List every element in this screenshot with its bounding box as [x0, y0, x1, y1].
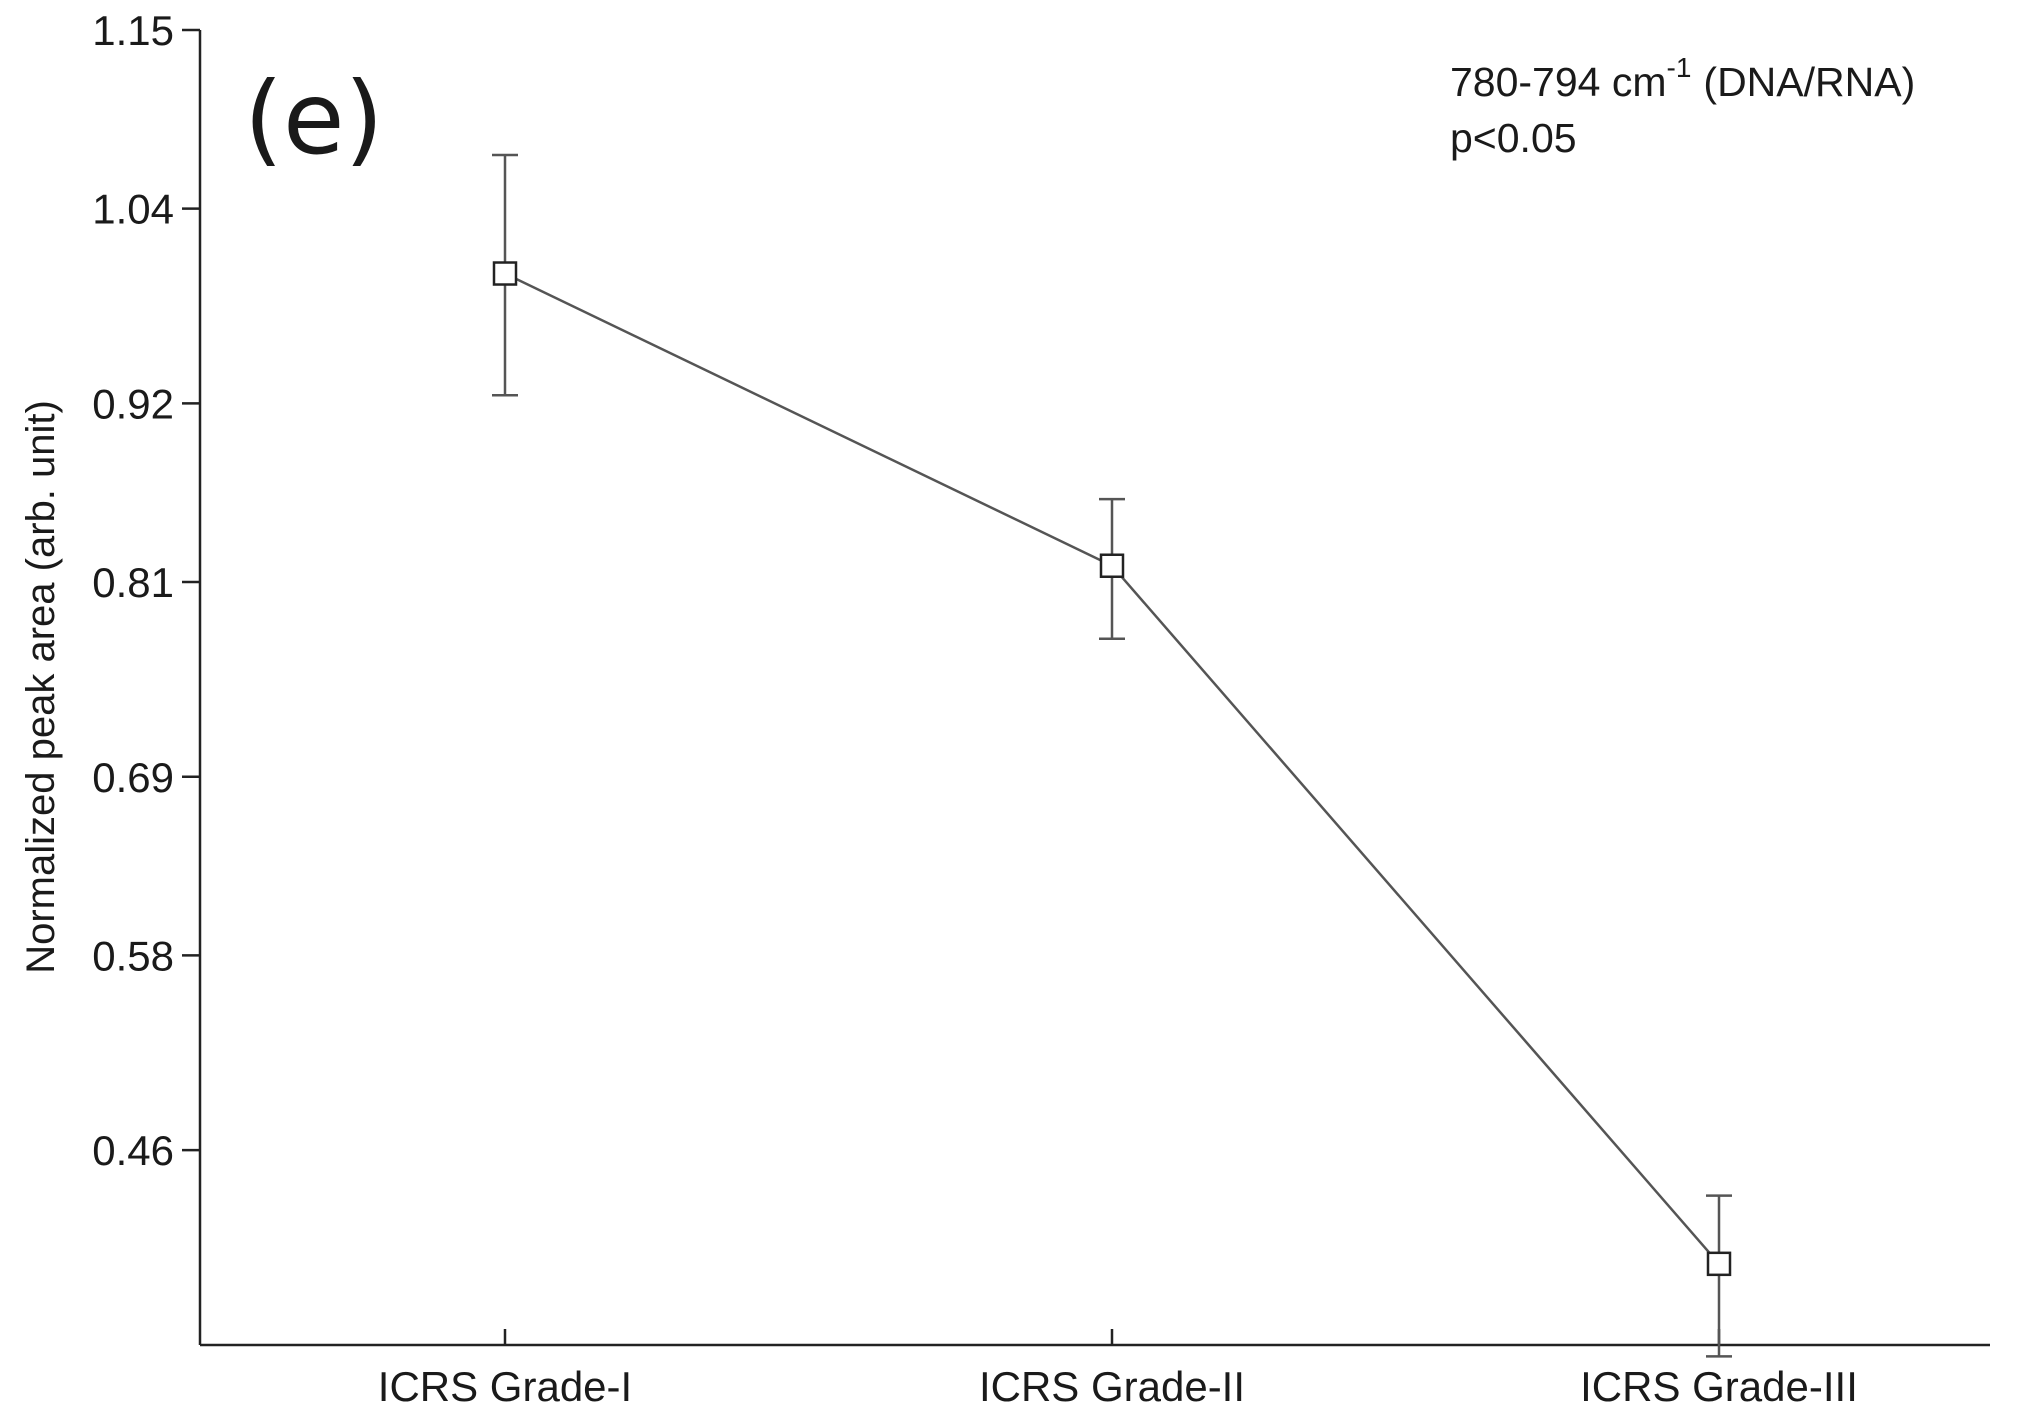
x-tick-label: ICRS Grade-I	[378, 1363, 632, 1410]
y-tick-label: 0.81	[92, 559, 174, 606]
data-point-marker	[1706, 1251, 1732, 1277]
panel-label: (e)	[244, 60, 384, 177]
y-tick-label: 0.92	[92, 380, 174, 427]
data-point-marker	[1099, 553, 1125, 578]
x-tick-label: ICRS Grade-III	[1580, 1363, 1858, 1410]
data-point-marker	[492, 261, 518, 286]
y-tick-label: 0.69	[92, 754, 174, 801]
annotation-range: 780-794 cm-1 (DNA/RNA)	[1450, 52, 1915, 105]
x-ticks: ICRS Grade-I ICRS Grade-II ICRS Grade-III	[378, 1329, 1858, 1410]
series-line	[504, 272, 1720, 1265]
y-tick-label: 1.04	[92, 186, 174, 233]
y-tick-label: 0.58	[92, 932, 174, 979]
annotation-pvalue: p<0.05	[1450, 115, 1577, 161]
x-tick-label: ICRS Grade-II	[979, 1363, 1245, 1410]
annotation-range-text: 780-794 cm	[1450, 59, 1667, 105]
annotation-assignment: (DNA/RNA)	[1703, 59, 1915, 105]
axes	[198, 30, 1990, 1347]
annotation-range-superscript: -1	[1667, 52, 1692, 83]
y-ticks: 0.46 0.58 0.69 0.81 0.92 1.04 1.15	[92, 7, 200, 1174]
y-tick-label: 0.46	[92, 1127, 174, 1174]
y-axis-title: Normalized peak area (arb. unit)	[19, 400, 63, 974]
series-layer	[492, 153, 1732, 1358]
y-tick-label: 1.15	[92, 7, 174, 54]
